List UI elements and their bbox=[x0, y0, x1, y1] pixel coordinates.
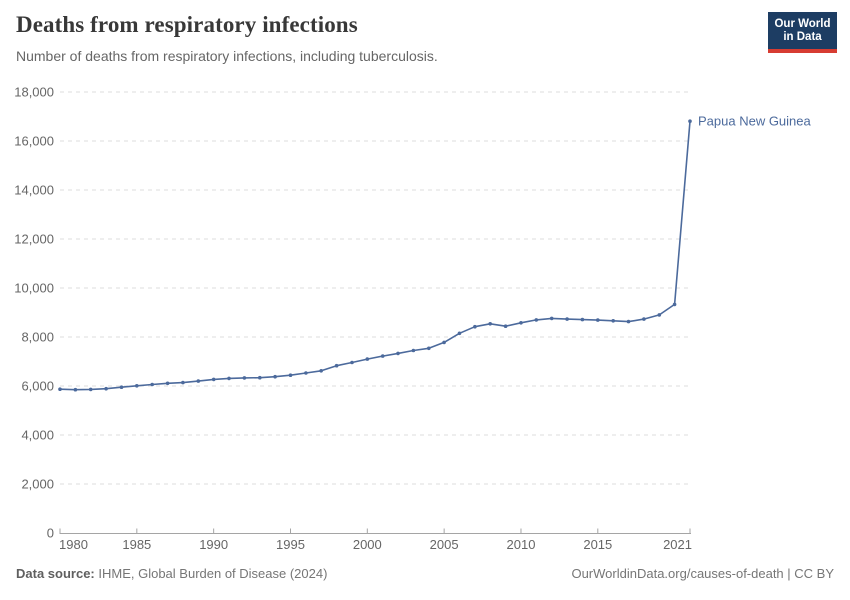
data-point bbox=[503, 324, 508, 329]
data-point bbox=[672, 302, 677, 307]
series-end-label: Papua New Guinea bbox=[698, 114, 812, 129]
y-tick-label: 0 bbox=[47, 526, 54, 541]
y-tick-label: 6,000 bbox=[21, 379, 54, 394]
y-tick-label: 12,000 bbox=[14, 232, 54, 247]
x-tick-label: 2015 bbox=[583, 537, 612, 552]
data-point bbox=[580, 317, 585, 322]
data-point bbox=[411, 348, 416, 353]
data-point bbox=[58, 387, 62, 392]
y-tick-label: 16,000 bbox=[14, 134, 54, 149]
data-point bbox=[488, 322, 493, 326]
x-tick-label: 1985 bbox=[122, 537, 151, 552]
x-tick-label: 1995 bbox=[276, 537, 305, 552]
data-point bbox=[350, 360, 354, 365]
x-tick-label: 2000 bbox=[353, 537, 382, 552]
data-point bbox=[642, 317, 646, 321]
data-point bbox=[473, 324, 477, 329]
y-tick-label: 10,000 bbox=[14, 281, 54, 296]
owid-logo: Our World in Data bbox=[768, 12, 837, 53]
data-point bbox=[150, 382, 154, 387]
data-point bbox=[258, 375, 262, 380]
y-tick-label: 4,000 bbox=[21, 428, 54, 443]
data-point bbox=[596, 318, 600, 322]
data-point bbox=[288, 373, 293, 378]
data-point bbox=[442, 340, 446, 345]
data-source: Data source: IHME, Global Burden of Dise… bbox=[16, 566, 327, 581]
x-tick-label: 2021 bbox=[663, 537, 692, 552]
data-source-label: Data source: bbox=[16, 566, 95, 581]
y-tick-label: 18,000 bbox=[14, 85, 54, 100]
data-point bbox=[211, 377, 216, 382]
data-point bbox=[319, 369, 324, 373]
data-point bbox=[365, 357, 370, 361]
data-point bbox=[196, 379, 201, 383]
data-point bbox=[334, 363, 339, 368]
axes: 1980 1985 1990 1995 2000 2005 2010 2015 2021 bbox=[59, 528, 692, 552]
data-point bbox=[626, 319, 631, 324]
data-point bbox=[519, 321, 523, 325]
series-papua-new-guinea bbox=[58, 119, 692, 392]
footer-link[interactable]: OurWorldinData.org/causes-of-death | CC … bbox=[571, 566, 834, 581]
data-point bbox=[104, 386, 108, 391]
gridlines: 0 2,000 4,000 6,000 8,000 10,000 12,000 14,000 1… bbox=[14, 85, 690, 541]
owid-logo-line1: Our World bbox=[774, 17, 831, 30]
chart-subtitle: Number of deaths from respiratory infect… bbox=[16, 48, 438, 64]
x-tick-label: 1990 bbox=[199, 537, 228, 552]
data-point bbox=[549, 316, 554, 321]
x-tick-label: 1980 bbox=[59, 537, 88, 552]
data-point bbox=[380, 354, 385, 358]
line-chart: 0 2,000 4,000 6,000 8,000 10,000 12,000 14,000 1… bbox=[14, 85, 812, 553]
data-point bbox=[427, 346, 431, 351]
data-point bbox=[227, 376, 231, 381]
data-point bbox=[181, 380, 185, 385]
y-tick-label: 8,000 bbox=[21, 330, 54, 345]
data-point bbox=[611, 319, 615, 323]
data-point bbox=[688, 119, 692, 123]
owid-logo-line2: in Data bbox=[783, 30, 822, 43]
y-tick-label: 14,000 bbox=[14, 183, 54, 198]
x-tick-label: 2010 bbox=[507, 537, 536, 552]
data-point bbox=[119, 385, 124, 390]
footer: Data source: IHME, Global Burden of Dise… bbox=[16, 566, 834, 581]
data-source-value: IHME, Global Burden of Disease (2024) bbox=[98, 566, 328, 581]
data-point bbox=[565, 317, 569, 321]
data-point bbox=[73, 387, 78, 392]
data-point bbox=[657, 313, 662, 317]
data-point bbox=[242, 376, 247, 380]
data-point bbox=[88, 387, 93, 392]
data-point bbox=[396, 351, 400, 356]
data-point bbox=[135, 384, 139, 388]
x-tick-label: 2005 bbox=[430, 537, 459, 552]
data-point bbox=[165, 381, 170, 386]
data-point bbox=[457, 331, 462, 336]
y-tick-label: 2,000 bbox=[21, 477, 54, 492]
series-line bbox=[59, 121, 691, 391]
data-point bbox=[304, 371, 308, 375]
chart-title: Deaths from respiratory infections bbox=[16, 12, 358, 37]
data-point bbox=[534, 318, 539, 322]
data-point bbox=[273, 374, 277, 379]
